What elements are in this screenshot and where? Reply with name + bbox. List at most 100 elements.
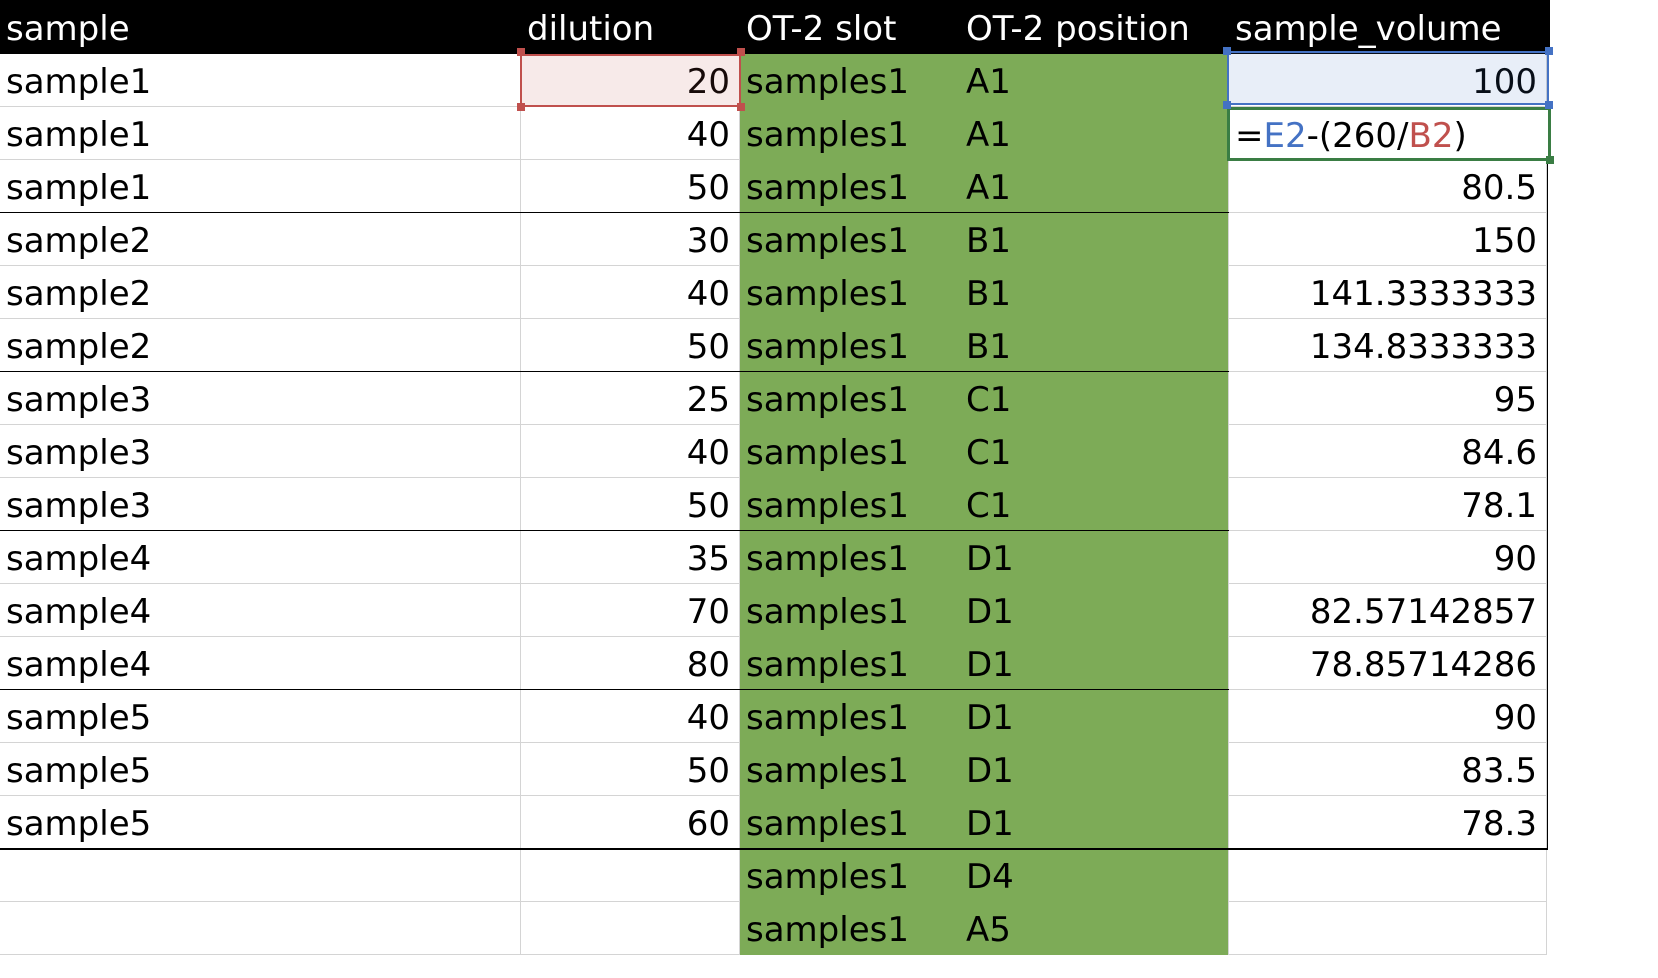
cell-sample-row17[interactable] — [0, 849, 521, 902]
cell-sample-row6[interactable]: sample2 — [0, 266, 521, 319]
cell-position-row13[interactable]: D1 — [960, 637, 1229, 690]
cell-volume-row11[interactable]: 90 — [1229, 531, 1547, 584]
cell-dilution-row8[interactable]: 25 — [521, 372, 740, 425]
cell-dilution-row16[interactable]: 60 — [521, 796, 740, 849]
cell-sample-row10[interactable]: sample3 — [0, 478, 521, 531]
cell-slot-row13[interactable]: samples1 — [740, 637, 960, 690]
spreadsheet-grid[interactable]: sample dilution OT-2 slot OT-2 position samp… — [0, 0, 1568, 955]
cell-volume-row14[interactable]: 90 — [1229, 690, 1547, 743]
cell-slot-row2[interactable]: samples1 — [740, 54, 960, 107]
cell-dilution-row11[interactable]: 35 — [521, 531, 740, 584]
cell-dilution-row5[interactable]: 30 — [521, 213, 740, 266]
cell-slot-row10[interactable]: samples1 — [740, 478, 960, 531]
cell-volume-row15[interactable]: 83.5 — [1229, 743, 1547, 796]
cell-slot-row18[interactable]: samples1 — [740, 902, 960, 955]
cell-volume-row10[interactable]: 78.1 — [1229, 478, 1547, 531]
range-handle-icon[interactable] — [1223, 47, 1231, 55]
cell-position-row12[interactable]: D1 — [960, 584, 1229, 637]
cell-volume-row8[interactable]: 95 — [1229, 372, 1547, 425]
cell-dilution-row9[interactable]: 40 — [521, 425, 740, 478]
cell-slot-row15[interactable]: samples1 — [740, 743, 960, 796]
cell-dilution-row6[interactable]: 40 — [521, 266, 740, 319]
cell-sample-row8[interactable]: sample3 — [0, 372, 521, 425]
cell-volume-row7[interactable]: 134.8333333 — [1229, 319, 1547, 372]
cell-slot-row12[interactable]: samples1 — [740, 584, 960, 637]
cell-position-row2[interactable]: A1 — [960, 54, 1229, 107]
cell-position-row16[interactable]: D1 — [960, 796, 1229, 849]
range-handle-icon[interactable] — [1223, 101, 1231, 109]
cell-dilution-row12[interactable]: 70 — [521, 584, 740, 637]
range-handle-icon[interactable] — [737, 103, 745, 111]
cell-dilution-row10[interactable]: 50 — [521, 478, 740, 531]
cell-position-row14[interactable]: D1 — [960, 690, 1229, 743]
header-ot2-position[interactable]: OT-2 position — [960, 0, 1229, 54]
cell-position-row6[interactable]: B1 — [960, 266, 1229, 319]
cell-slot-row4[interactable]: samples1 — [740, 160, 960, 213]
cell-position-row18[interactable]: A5 — [960, 902, 1229, 955]
cell-dilution-row18[interactable] — [521, 902, 740, 955]
cell-volume-row18[interactable] — [1229, 902, 1547, 955]
cell-slot-row17[interactable]: samples1 — [740, 849, 960, 902]
cell-dilution-row4[interactable]: 50 — [521, 160, 740, 213]
cell-position-row4[interactable]: A1 — [960, 160, 1229, 213]
cell-dilution-row15[interactable]: 50 — [521, 743, 740, 796]
cell-sample-row14[interactable]: sample5 — [0, 690, 521, 743]
cell-volume-row16[interactable]: 78.3 — [1229, 796, 1547, 849]
cell-dilution-row3[interactable]: 40 — [521, 107, 740, 160]
header-ot2-slot[interactable]: OT-2 slot — [740, 0, 960, 54]
cell-sample-row18[interactable] — [0, 902, 521, 955]
cell-dilution-row14[interactable]: 40 — [521, 690, 740, 743]
cell-slot-row11[interactable]: samples1 — [740, 531, 960, 584]
formula-text[interactable]: =E2-(260/B2) — [1235, 108, 1467, 164]
cell-sample-row5[interactable]: sample2 — [0, 213, 521, 266]
fill-handle-icon[interactable] — [1546, 156, 1554, 164]
range-handle-icon[interactable] — [517, 103, 525, 111]
cell-position-row15[interactable]: D1 — [960, 743, 1229, 796]
cell-position-row10[interactable]: C1 — [960, 478, 1229, 531]
cell-volume-row2[interactable]: 100 — [1229, 54, 1547, 107]
cell-position-row3[interactable]: A1 — [960, 107, 1229, 160]
cell-dilution-row17[interactable] — [521, 849, 740, 902]
formula-edit-cell[interactable] — [1227, 107, 1551, 161]
cell-sample-row11[interactable]: sample4 — [0, 531, 521, 584]
cell-position-row5[interactable]: B1 — [960, 213, 1229, 266]
cell-slot-row9[interactable]: samples1 — [740, 425, 960, 478]
range-handle-icon[interactable] — [1545, 47, 1553, 55]
cell-volume-row5[interactable]: 150 — [1229, 213, 1547, 266]
range-handle-icon[interactable] — [517, 48, 525, 56]
cell-sample-row3[interactable]: sample1 — [0, 107, 521, 160]
cell-volume-row17[interactable] — [1229, 849, 1547, 902]
cell-sample-row15[interactable]: sample5 — [0, 743, 521, 796]
cell-sample-row9[interactable]: sample3 — [0, 425, 521, 478]
cell-dilution-row7[interactable]: 50 — [521, 319, 740, 372]
cell-position-row11[interactable]: D1 — [960, 531, 1229, 584]
cell-sample-row7[interactable]: sample2 — [0, 319, 521, 372]
cell-slot-row5[interactable]: samples1 — [740, 213, 960, 266]
cell-volume-row12[interactable]: 82.57142857 — [1229, 584, 1547, 637]
cell-sample-row12[interactable]: sample4 — [0, 584, 521, 637]
cell-slot-row14[interactable]: samples1 — [740, 690, 960, 743]
cell-sample-row2[interactable]: sample1 — [0, 54, 521, 107]
cell-dilution-row13[interactable]: 80 — [521, 637, 740, 690]
cell-slot-row7[interactable]: samples1 — [740, 319, 960, 372]
cell-slot-row8[interactable]: samples1 — [740, 372, 960, 425]
cell-dilution-row2[interactable]: 20 — [521, 54, 740, 107]
cell-slot-row6[interactable]: samples1 — [740, 266, 960, 319]
range-handle-icon[interactable] — [737, 48, 745, 56]
cell-position-row9[interactable]: C1 — [960, 425, 1229, 478]
cell-position-row8[interactable]: C1 — [960, 372, 1229, 425]
header-dilution[interactable]: dilution — [521, 0, 740, 54]
cell-volume-row13[interactable]: 78.85714286 — [1229, 637, 1547, 690]
cell-position-row7[interactable]: B1 — [960, 319, 1229, 372]
header-sample-volume[interactable]: sample_volume — [1229, 0, 1550, 54]
cell-sample-row16[interactable]: sample5 — [0, 796, 521, 849]
cell-slot-row16[interactable]: samples1 — [740, 796, 960, 849]
cell-volume-row4[interactable]: 80.5 — [1229, 160, 1547, 213]
cell-sample-row13[interactable]: sample4 — [0, 637, 521, 690]
cell-volume-row6[interactable]: 141.3333333 — [1229, 266, 1547, 319]
header-sample[interactable]: sample — [0, 0, 521, 54]
cell-position-row17[interactable]: D4 — [960, 849, 1229, 902]
cell-slot-row3[interactable]: samples1 — [740, 107, 960, 160]
range-handle-icon[interactable] — [1545, 101, 1553, 109]
cell-sample-row4[interactable]: sample1 — [0, 160, 521, 213]
